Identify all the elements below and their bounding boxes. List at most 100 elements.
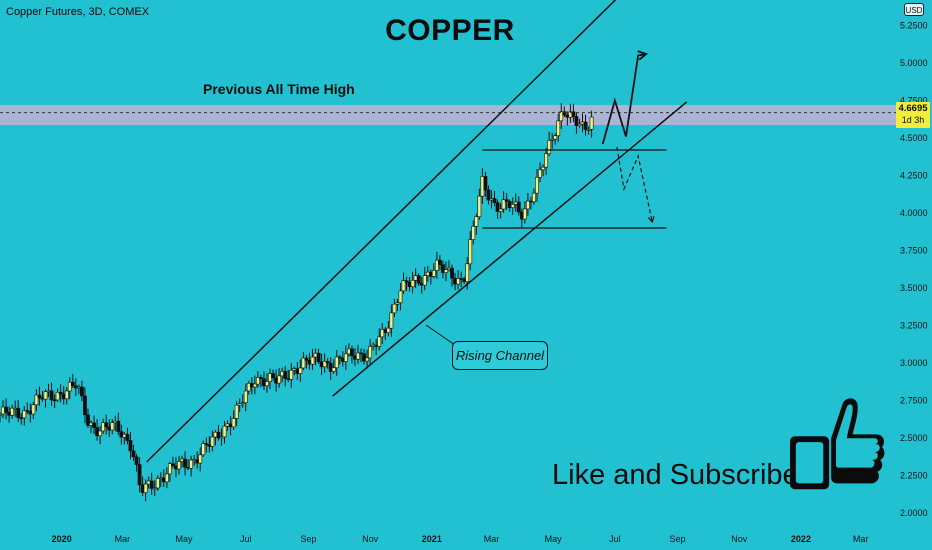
candle-body <box>249 383 254 388</box>
candle-body <box>262 378 266 387</box>
candle-body <box>519 211 524 220</box>
candle-body <box>441 264 445 273</box>
price-tick-label: 4.5000 <box>900 133 928 143</box>
candle-body <box>265 381 269 387</box>
candle-body <box>574 116 579 126</box>
candle-body <box>483 176 488 191</box>
candle-body <box>201 443 206 456</box>
price-tick-label: 2.2500 <box>900 471 928 481</box>
candle-body <box>438 259 442 265</box>
candle-body <box>474 216 479 227</box>
candle-body <box>544 153 548 168</box>
price-tick-label: 3.2500 <box>900 321 928 331</box>
candle-body <box>289 369 294 380</box>
price-tick-label: 3.5000 <box>900 283 928 293</box>
candle-body <box>259 377 263 380</box>
candle-body <box>43 391 48 400</box>
candle-body <box>76 386 81 389</box>
candle-body <box>583 121 588 130</box>
symbol-label: Copper Futures, 3D, COMEX <box>6 6 150 18</box>
candle-body <box>322 360 327 368</box>
candle-body <box>155 478 160 489</box>
candle-body <box>255 377 260 385</box>
price-tick-label: 4.0000 <box>900 208 928 218</box>
candle-body <box>219 436 224 439</box>
resistance-band <box>0 105 896 125</box>
candle-body <box>383 329 388 333</box>
candle-body <box>161 477 166 483</box>
price-tick-label: 5.2500 <box>900 21 928 31</box>
candle-body <box>134 456 139 465</box>
channel-label-leader <box>425 324 456 346</box>
price-tick-label: 4.2500 <box>900 171 928 181</box>
candle-body <box>450 267 454 279</box>
candle-body <box>359 352 363 355</box>
candle-body <box>468 239 473 265</box>
candle-body <box>113 420 118 423</box>
candle-body <box>104 422 109 428</box>
price-tick-label: 5.0000 <box>900 58 928 68</box>
candle-body <box>237 403 242 406</box>
candle-body <box>392 303 397 314</box>
candle-body <box>277 375 282 384</box>
candle-body <box>428 271 433 277</box>
candle-body <box>556 120 561 137</box>
projection-arrowhead <box>647 216 655 224</box>
candle-body <box>31 404 36 415</box>
candle-body <box>158 477 163 480</box>
candle-body <box>362 353 366 362</box>
candle-body <box>419 282 424 286</box>
candle-body <box>504 199 509 202</box>
candle-body <box>52 399 57 402</box>
candle-body <box>416 275 421 284</box>
candle-body <box>507 201 512 208</box>
price-tick-label: 2.7500 <box>900 396 928 406</box>
candle-body <box>525 200 530 210</box>
candle-body <box>337 356 342 359</box>
candle-body <box>216 431 221 439</box>
previous-ath-label: Previous All Time High <box>203 81 355 97</box>
candle-body <box>80 386 84 397</box>
candle-body <box>565 114 570 118</box>
candle-body <box>107 426 112 431</box>
candle-body <box>183 458 187 468</box>
currency-badge[interactable]: USD <box>904 3 924 16</box>
time-axis: 2020 Mar May Jul Sep Nov 2021 Mar May Jul Sep Nov 20… <box>52 534 869 544</box>
candle-body <box>532 192 536 203</box>
price-axis-strip <box>896 0 932 550</box>
candle-body <box>86 414 90 426</box>
candle-body <box>407 281 412 287</box>
time-tick-label: 2020 <box>52 534 72 544</box>
candle-body <box>22 410 27 419</box>
candle-body <box>346 348 351 355</box>
candle-body <box>577 123 582 126</box>
price-tick-label: 2.0000 <box>900 508 928 518</box>
candle-body <box>116 420 121 432</box>
candle-body <box>286 378 291 380</box>
candle-body <box>310 356 315 365</box>
candle-body <box>19 417 24 419</box>
candle-body <box>167 463 172 475</box>
candle-body <box>140 484 145 494</box>
candle-body <box>368 346 373 359</box>
candle-body <box>325 360 330 364</box>
price-tick-label: 3.7500 <box>900 246 928 256</box>
candle-body <box>501 199 506 210</box>
candle-body <box>331 367 336 372</box>
candle-body <box>64 390 69 400</box>
candle-body <box>410 279 415 287</box>
bar-countdown: 1d 3h <box>901 115 925 125</box>
candle-body <box>380 329 385 338</box>
candle-body <box>252 383 257 388</box>
candle-body <box>495 202 500 212</box>
candle-body <box>174 465 178 470</box>
candle-body <box>110 422 115 431</box>
candle-body <box>462 278 467 282</box>
candle-body <box>571 111 576 117</box>
candle-body <box>328 362 333 372</box>
candle-body <box>589 116 594 130</box>
time-tick-label: Jul <box>240 534 252 544</box>
time-tick-label: 2022 <box>791 534 811 544</box>
candle-body <box>389 312 394 329</box>
